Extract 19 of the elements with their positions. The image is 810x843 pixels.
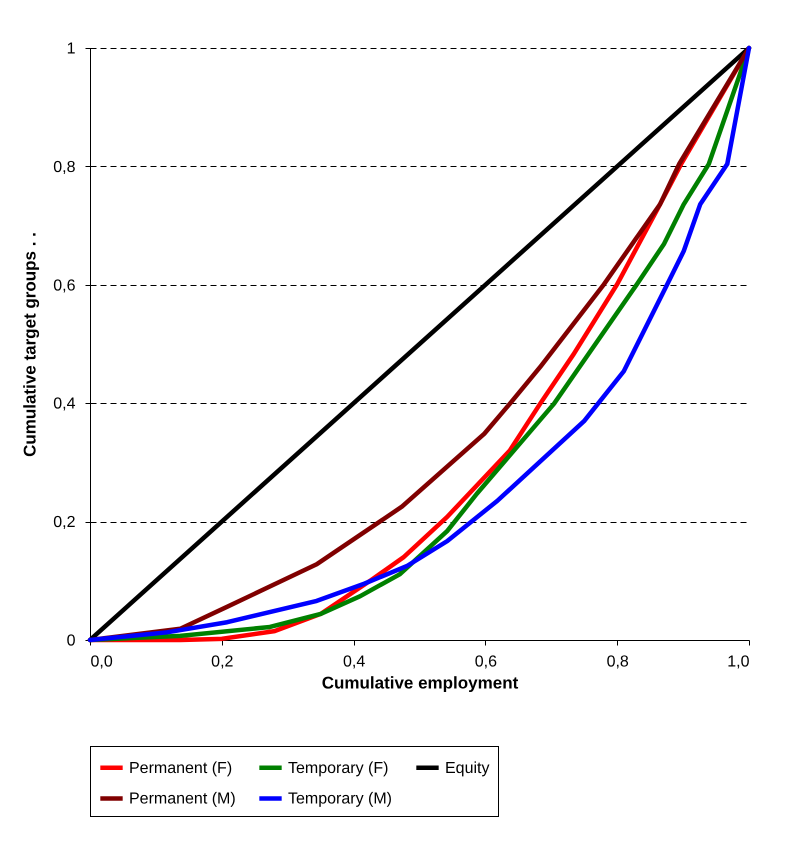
y-tick-label: 0,4	[53, 396, 76, 413]
y-tick-label: 0	[66, 632, 76, 650]
legend-label: Equity	[445, 760, 490, 777]
y-tick-label: 1	[66, 40, 76, 58]
x-tick-label: 1,0	[727, 654, 750, 670]
legend-label: Permanent (M)	[129, 790, 236, 808]
legend-label: Temporary (F)	[288, 760, 388, 777]
x-tick-label: 0,4	[342, 654, 366, 670]
y-tick-label: 0,8	[53, 158, 76, 176]
x-tick-label: 0,0	[90, 654, 113, 670]
legend-label: Temporary (M)	[288, 790, 392, 808]
x-axis-title: Cumulative employment	[322, 674, 519, 692]
legend-label: Permanent (F)	[129, 760, 232, 777]
x-tick-label: 0,2	[211, 654, 234, 670]
x-tick-label: 0,6	[474, 654, 498, 670]
y-tick-label: 0,2	[53, 514, 76, 532]
y-axis-title: Cumulative target groups . .	[20, 232, 40, 457]
y-tick-label: 0,6	[53, 277, 76, 294]
x-tick-label: 0,8	[606, 654, 629, 670]
